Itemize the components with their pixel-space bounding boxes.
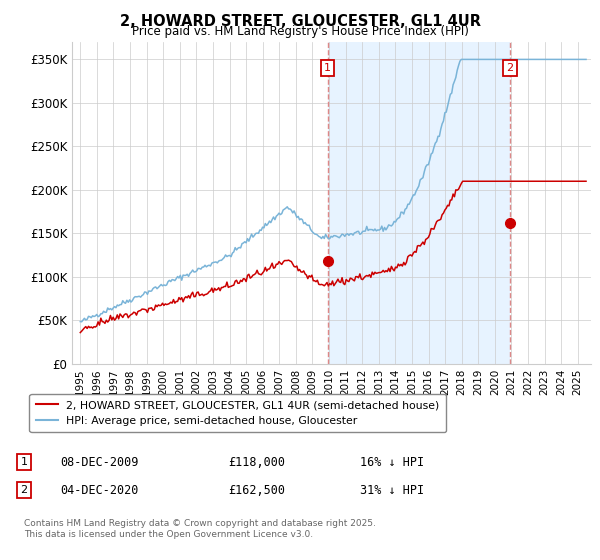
Text: £162,500: £162,500 xyxy=(228,483,285,497)
Text: 16% ↓ HPI: 16% ↓ HPI xyxy=(360,455,424,469)
Text: 08-DEC-2009: 08-DEC-2009 xyxy=(60,455,139,469)
Text: Contains HM Land Registry data © Crown copyright and database right 2025.
This d: Contains HM Land Registry data © Crown c… xyxy=(24,520,376,539)
Text: 1: 1 xyxy=(20,457,28,467)
Text: 1: 1 xyxy=(324,63,331,73)
Text: 31% ↓ HPI: 31% ↓ HPI xyxy=(360,483,424,497)
Text: 2: 2 xyxy=(506,63,514,73)
Text: 2, HOWARD STREET, GLOUCESTER, GL1 4UR: 2, HOWARD STREET, GLOUCESTER, GL1 4UR xyxy=(119,14,481,29)
Text: £118,000: £118,000 xyxy=(228,455,285,469)
Bar xyxy=(328,42,510,364)
Text: Price paid vs. HM Land Registry's House Price Index (HPI): Price paid vs. HM Land Registry's House … xyxy=(131,25,469,38)
Legend: 2, HOWARD STREET, GLOUCESTER, GL1 4UR (semi-detached house), HPI: Average price,: 2, HOWARD STREET, GLOUCESTER, GL1 4UR (s… xyxy=(29,394,446,432)
Text: 2: 2 xyxy=(20,485,28,495)
Text: 04-DEC-2020: 04-DEC-2020 xyxy=(60,483,139,497)
